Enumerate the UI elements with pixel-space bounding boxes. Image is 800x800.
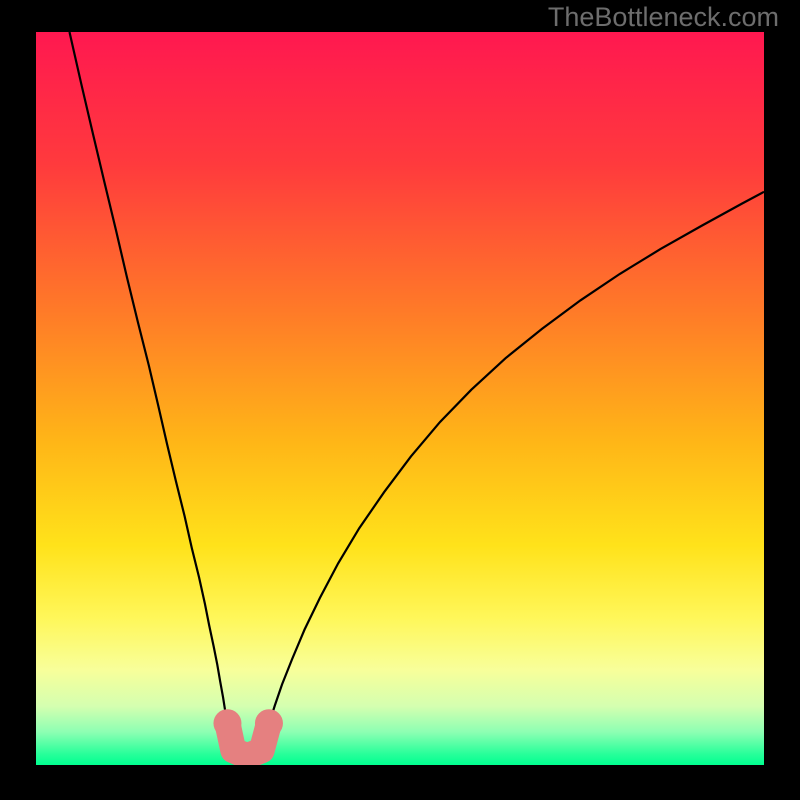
watermark-text: TheBottleneck.com	[548, 2, 779, 33]
plot-svg	[36, 32, 764, 765]
pink-dot-right	[255, 709, 283, 737]
pink-dot-left	[213, 709, 241, 737]
chart-stage: TheBottleneck.com	[0, 0, 800, 800]
gradient-background	[36, 32, 764, 765]
plot-area	[36, 32, 764, 765]
